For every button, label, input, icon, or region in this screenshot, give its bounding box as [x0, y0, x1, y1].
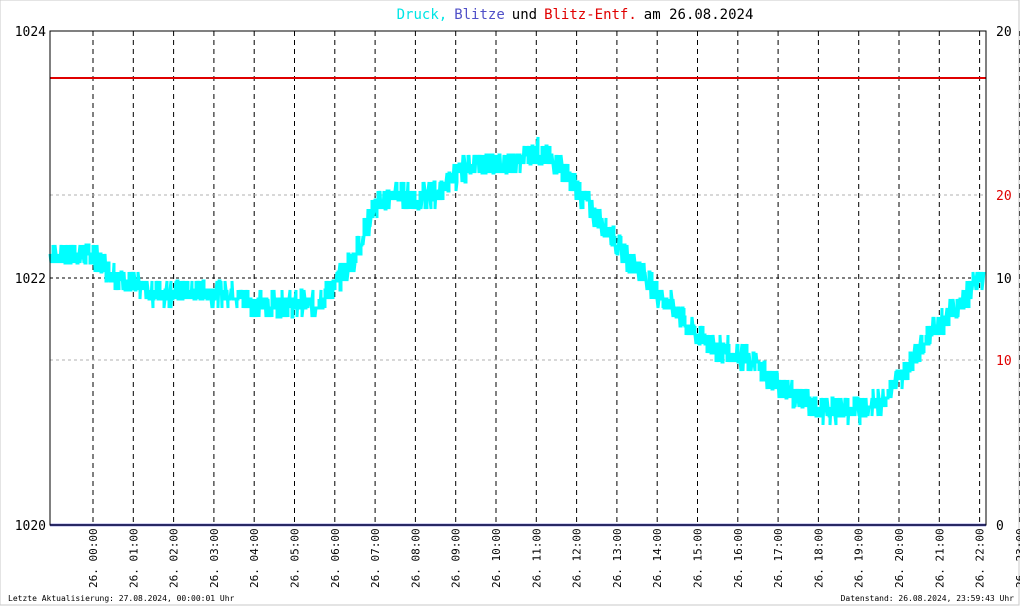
x-tick-label: 26. 03:00 [208, 528, 221, 588]
footer-last-update: Letzte Aktualisierung: 27.08.2024, 00:00… [8, 594, 235, 603]
x-tick-label: 26. 08:00 [409, 528, 422, 588]
x-tick-label: 26. 00:00 [87, 528, 100, 588]
footer-data-status: Datenstand: 26.08.2024, 23:59:43 Uhr [841, 594, 1015, 603]
plot-frame [49, 30, 987, 526]
x-tick-label: 26. 17:00 [772, 528, 785, 588]
chart-grid [50, 31, 1020, 525]
x-tick-label: 26. 02:00 [168, 528, 181, 588]
x-tick-label: 26. 10:00 [490, 528, 503, 588]
title-part-4: am 26.08.2024 [644, 7, 754, 23]
x-tick-label: 26. 22:00 [974, 528, 987, 588]
x-axis: 26. 00:00 26. 01:00 26. 02:00 26. 03:00 26. … [87, 528, 1020, 588]
y-right-red-tick-label: 20 [996, 189, 1012, 204]
title-part-2: und [512, 7, 537, 23]
y-right-tick-label: 0 [996, 519, 1004, 534]
y-left-tick-label: 1022 [15, 272, 46, 287]
y-right-tick-label: 10 [996, 272, 1012, 287]
chart-title: Druck, Blitze und Blitz-Entf. am 26.08.2024 [397, 7, 754, 23]
x-tick-label: 26. 16:00 [732, 528, 745, 588]
y-left-tick-label: 1020 [15, 519, 46, 534]
x-tick-label: 26. 07:00 [369, 528, 382, 588]
title-part-1: Blitze [454, 7, 505, 23]
x-tick-label: 26. 23:00 [1014, 528, 1020, 588]
title-part-3: Blitz-Entf. [544, 7, 637, 23]
x-tick-label: 26. 01:00 [127, 528, 140, 588]
series-druck [48, 136, 986, 426]
y-left-tick-label: 1024 [15, 25, 46, 40]
y-axis-right: 20 10 0 20 10 [996, 25, 1012, 534]
x-tick-label: 26. 19:00 [853, 528, 866, 588]
druck-line [48, 136, 986, 426]
x-tick-label: 26. 11:00 [530, 528, 543, 588]
x-tick-label: 26. 12:00 [571, 528, 584, 588]
y-right-red-tick-label: 10 [996, 354, 1012, 369]
y-right-tick-label: 20 [996, 25, 1012, 40]
x-tick-label: 26. 05:00 [289, 528, 302, 588]
x-tick-label: 26. 15:00 [692, 528, 705, 588]
x-tick-label: 26. 04:00 [248, 528, 261, 588]
x-tick-label: 26. 09:00 [450, 528, 463, 588]
x-tick-label: 26. 14:00 [651, 528, 664, 588]
x-tick-label: 26. 13:00 [611, 528, 624, 588]
x-tick-label: 26. 06:00 [329, 528, 342, 588]
title-part-0: Druck, [397, 7, 448, 23]
x-tick-label: 26. 20:00 [893, 528, 906, 588]
y-axis-left: 1024 1022 1020 [15, 25, 46, 534]
x-tick-label: 26. 18:00 [812, 528, 825, 588]
x-tick-label: 26. 21:00 [933, 528, 946, 588]
